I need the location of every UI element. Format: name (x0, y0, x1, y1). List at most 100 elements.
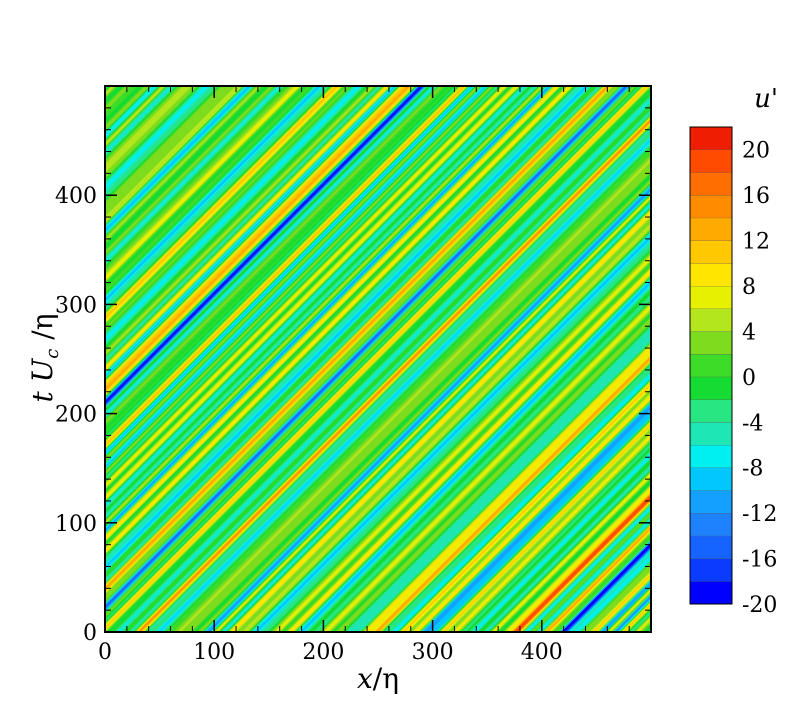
contour-band (425, 406, 651, 632)
contour-band (633, 614, 651, 632)
contour-band (549, 530, 651, 632)
contour-band (451, 432, 651, 632)
colorbar-swatch (690, 467, 732, 491)
contour-band (509, 490, 651, 632)
contour-band (414, 395, 651, 632)
contour-band (365, 346, 651, 632)
contour-band (243, 224, 651, 632)
contour-band (189, 170, 651, 632)
colorbar-swatch (690, 558, 732, 582)
contour-band (430, 411, 651, 632)
contour-band (344, 325, 651, 632)
contour-band (477, 458, 651, 632)
contour-band (619, 600, 651, 632)
contour-band (318, 299, 651, 632)
contour-band (444, 425, 651, 632)
contour-band (547, 528, 651, 632)
contour-band (142, 123, 651, 632)
contour-band (550, 531, 651, 632)
contour-band (315, 296, 651, 632)
contour-band (330, 311, 651, 632)
contour-band (178, 159, 651, 632)
contour-band (523, 504, 651, 632)
contour-band (570, 551, 651, 632)
contour-band (149, 130, 651, 632)
contour-band (112, 93, 651, 632)
contour-band (578, 559, 651, 632)
contour-band (533, 514, 651, 632)
contour-band (295, 276, 651, 632)
colorbar-swatch (690, 149, 732, 173)
contour-band (514, 495, 651, 632)
contour-band (140, 121, 651, 632)
contour-band (276, 257, 651, 632)
contour-band (288, 269, 651, 632)
contour-band (554, 535, 651, 632)
contour-band (435, 416, 651, 632)
contour-band (559, 540, 651, 632)
colorbar-swatch (690, 422, 732, 445)
contour-band (262, 243, 651, 632)
contour-band (407, 388, 651, 632)
contour-band (599, 580, 651, 632)
contour-band (309, 290, 651, 632)
contour-band (168, 149, 651, 632)
contour-band (271, 252, 651, 632)
contour-band (281, 262, 651, 632)
contour-band (573, 554, 651, 632)
contour-band (440, 421, 651, 632)
contour-band (313, 294, 651, 632)
contour-band (255, 236, 651, 632)
y-tick-label: 400 (55, 184, 97, 209)
contour-band (412, 393, 651, 632)
contour-band (184, 165, 651, 632)
contour-band (260, 241, 651, 632)
contour-band (601, 582, 651, 632)
contour-band (606, 587, 651, 632)
colorbar-swatch (690, 399, 732, 423)
colorbar-swatch (690, 376, 732, 400)
contour-band (203, 184, 651, 632)
contour-band (371, 352, 651, 632)
contour-band (157, 138, 651, 632)
contour-band (636, 617, 651, 632)
contour-band (626, 607, 651, 632)
contour-band (180, 161, 651, 632)
contour-band (393, 374, 651, 632)
contour-band (264, 245, 651, 632)
contour-band (419, 400, 651, 632)
contour-band (133, 114, 651, 632)
contour-band (297, 278, 651, 632)
contour-band (603, 584, 651, 632)
contour-band (577, 558, 651, 632)
contour-band (280, 261, 651, 632)
colorbar-swatch (690, 354, 732, 377)
contour-band (458, 439, 651, 632)
colorbar-tick-label: 16 (742, 184, 770, 209)
contour-band (236, 217, 651, 632)
contour-band (369, 350, 651, 632)
contour-band (287, 268, 651, 632)
contour-band (568, 549, 651, 632)
contour-band (213, 194, 651, 632)
contour-band (143, 124, 651, 632)
contour-band (159, 140, 651, 632)
contour-band (404, 385, 651, 632)
contour-band (470, 451, 651, 632)
contour-band (449, 430, 651, 632)
contour-band (145, 126, 651, 632)
contour-band (467, 448, 651, 632)
contour-band (119, 100, 651, 632)
colorbar-swatch (690, 490, 732, 514)
contour-band (115, 96, 651, 632)
contour-band (334, 315, 651, 632)
contour-band (259, 240, 651, 632)
colorbar-swatch (690, 513, 732, 536)
contour-band (208, 189, 651, 632)
contour-band (360, 341, 651, 632)
contour-band (135, 116, 651, 632)
contour-band (173, 154, 651, 632)
contour-band (239, 220, 651, 632)
contour-band (302, 283, 651, 632)
contour-band (206, 187, 651, 632)
